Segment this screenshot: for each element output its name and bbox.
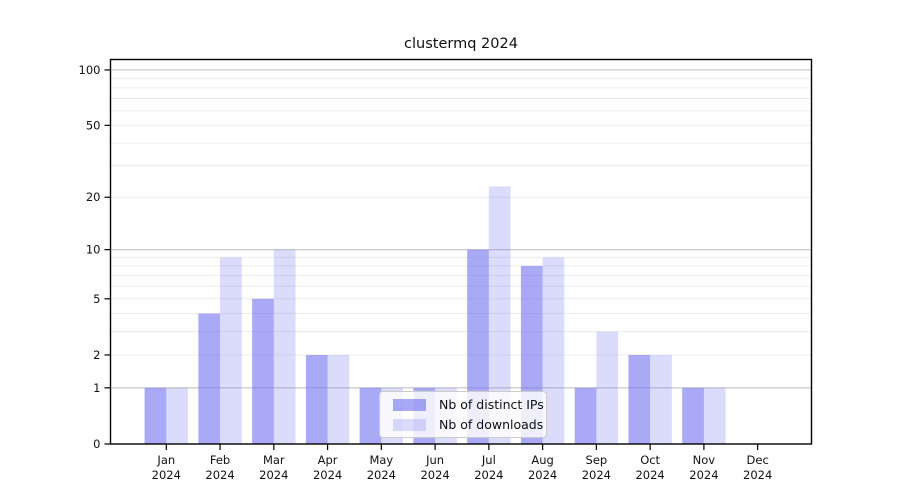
x-tick-label-month: Jul xyxy=(481,453,496,467)
x-tick-label-year: 2024 xyxy=(474,468,503,482)
x-tick-label-year: 2024 xyxy=(582,468,611,482)
bar-distinct-ips xyxy=(305,354,328,444)
plot-border xyxy=(109,58,813,445)
bar-downloads xyxy=(327,354,350,444)
x-tick-label-month: Nov xyxy=(693,453,716,467)
y-tick-label: 50 xyxy=(86,118,101,132)
x-tick-label-month: Oct xyxy=(640,453,660,467)
x-tick-label-year: 2024 xyxy=(152,468,181,482)
x-tick-label-year: 2024 xyxy=(420,468,449,482)
legend-label-distinct-ips: Nb of distinct IPs xyxy=(439,397,544,412)
bar-downloads xyxy=(273,249,296,444)
bar-downloads xyxy=(596,331,619,444)
x-tick-label-month: Aug xyxy=(531,453,553,467)
bar-distinct-ips xyxy=(252,298,274,444)
legend-swatch-distinct-ips xyxy=(393,398,426,411)
legend-item-distinct-ips: Nb of distinct IPs xyxy=(393,398,544,411)
x-tick-label-year: 2024 xyxy=(367,468,396,482)
bar-downloads xyxy=(542,257,565,444)
bar-distinct-ips xyxy=(628,354,651,444)
bar-downloads xyxy=(220,257,242,444)
bar-downloads xyxy=(703,387,726,444)
bar-downloads xyxy=(650,354,672,444)
y-tick-label: 100 xyxy=(79,63,101,77)
x-tick-label-month: Dec xyxy=(747,453,769,467)
x-tick-label-month: Apr xyxy=(318,453,338,467)
x-tick-label-year: 2024 xyxy=(528,468,557,482)
x-tick-label-year: 2024 xyxy=(689,468,718,482)
x-tick-label-month: Sep xyxy=(586,453,608,467)
y-tick-label: 2 xyxy=(93,348,100,362)
legend: Nb of distinct IPs Nb of downloads xyxy=(379,391,547,438)
x-tick-label-month: May xyxy=(369,453,393,467)
x-tick-label-year: 2024 xyxy=(743,468,772,482)
legend-item-downloads: Nb of downloads xyxy=(393,418,543,431)
bar-distinct-ips xyxy=(682,387,704,444)
legend-swatch-downloads xyxy=(393,418,426,431)
bar-distinct-ips xyxy=(574,387,597,444)
bar-downloads xyxy=(166,387,188,444)
x-tick-label-year: 2024 xyxy=(635,468,664,482)
y-tick-label: 20 xyxy=(86,190,101,204)
y-tick-label: 5 xyxy=(93,292,100,306)
x-tick-label-year: 2024 xyxy=(313,468,342,482)
x-tick-label-year: 2024 xyxy=(259,468,288,482)
bar-distinct-ips xyxy=(198,313,221,444)
bar-downloads xyxy=(488,186,511,444)
x-tick-label-month: Jan xyxy=(156,453,175,467)
bar-distinct-ips xyxy=(144,387,167,444)
y-tick-label: 1 xyxy=(93,381,100,395)
legend-label-downloads: Nb of downloads xyxy=(439,417,544,432)
x-tick-label-month: Jun xyxy=(425,453,444,467)
y-tick-label: 0 xyxy=(93,437,100,451)
x-tick-label-month: Feb xyxy=(210,453,230,467)
bar-distinct-ips xyxy=(359,387,382,444)
x-tick-label-year: 2024 xyxy=(205,468,234,482)
chart-title: clustermq 2024 xyxy=(404,36,518,52)
y-tick-label: 10 xyxy=(86,243,101,257)
x-tick-label-month: Mar xyxy=(263,453,285,467)
